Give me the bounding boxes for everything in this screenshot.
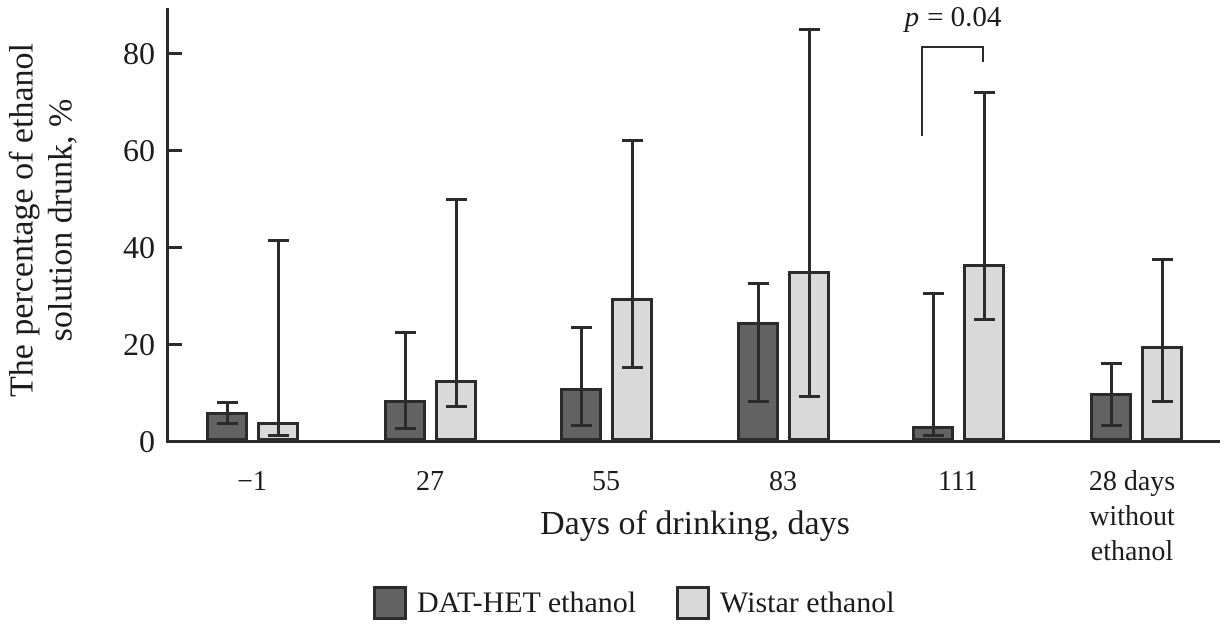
x-axis-title: Days of drinking, days	[540, 505, 850, 542]
error-bar-cap-top	[621, 139, 643, 143]
y-tick-label: 0	[139, 423, 155, 459]
p-value-annotation: p = 0.04	[905, 1, 1002, 34]
error-bar-line	[225, 402, 229, 424]
x-category-label: 55	[592, 466, 620, 497]
legend-label: DAT-HET ethanol	[417, 586, 637, 619]
error-bar-cap-top	[445, 197, 467, 201]
bar-wistar-ethanol	[611, 297, 653, 441]
error-bar-line	[276, 239, 280, 437]
error-bar-cap-bottom	[570, 424, 592, 428]
error-bar-line	[1109, 363, 1113, 427]
error-bar-cap-top	[570, 326, 592, 330]
error-bar-cap-top	[267, 238, 289, 242]
y-tick-label: 40	[123, 229, 155, 265]
x-category-label: 28 days without ethanol	[1088, 466, 1176, 567]
y-tick-mark	[169, 246, 182, 249]
error-bar-cap-top	[1100, 362, 1122, 366]
x-category-label: 111	[938, 466, 978, 497]
significance-bracket-top	[921, 46, 984, 48]
error-bar-line	[982, 91, 986, 320]
error-bar-line	[1160, 259, 1164, 403]
error-bar-cap-bottom	[621, 366, 643, 370]
error-bar-cap-bottom	[216, 422, 238, 426]
error-bar-line	[807, 28, 811, 398]
error-bar-line	[630, 140, 634, 369]
significance-bracket-right-arm	[982, 46, 984, 62]
legend-swatch-icon	[676, 586, 710, 620]
error-bar-cap-bottom	[445, 405, 467, 409]
legend-swatch-icon	[373, 586, 407, 620]
error-bar-line	[403, 331, 407, 429]
y-tick-label: 20	[123, 326, 155, 362]
error-bar-cap-bottom	[1100, 424, 1122, 428]
y-tick-mark	[169, 149, 182, 152]
error-bar-cap-top	[1151, 258, 1173, 262]
error-bar-line	[756, 283, 760, 403]
y-tick-label: 60	[123, 132, 155, 168]
error-bar-cap-top	[973, 90, 995, 94]
x-category-label: 83	[769, 466, 797, 497]
y-tick-label: 80	[123, 35, 155, 71]
y-axis-line	[166, 8, 169, 443]
x-category-label: 27	[416, 466, 444, 497]
p-value-number: = 0.04	[927, 1, 1002, 33]
error-bar-cap-bottom	[798, 395, 820, 399]
error-bar-cap-bottom	[1151, 400, 1173, 404]
error-bar-line	[931, 293, 935, 437]
error-bar-cap-top	[798, 27, 820, 31]
error-bar-line	[579, 327, 583, 427]
error-bar-cap-top	[922, 292, 944, 296]
p-value-symbol: p	[904, 1, 920, 33]
legend-item: DAT-HET ethanol	[373, 586, 636, 620]
y-tick-mark	[169, 52, 182, 55]
x-axis-line	[166, 440, 1220, 443]
legend-item: Wistar ethanol	[676, 586, 895, 620]
error-bar-cap-bottom	[747, 400, 769, 404]
error-bar-cap-top	[394, 330, 416, 334]
legend-label: Wistar ethanol	[720, 586, 895, 619]
x-category-label: −1	[237, 466, 267, 497]
y-tick-mark	[169, 343, 182, 346]
error-bar-cap-bottom	[922, 434, 944, 438]
error-bar-line	[454, 198, 458, 408]
significance-bracket-left-arm	[921, 46, 923, 136]
error-bar-cap-bottom	[267, 434, 289, 438]
error-bar-cap-bottom	[394, 426, 416, 430]
error-bar-cap-top	[747, 282, 769, 286]
error-bar-cap-top	[216, 401, 238, 405]
error-bar-cap-bottom	[973, 317, 995, 321]
